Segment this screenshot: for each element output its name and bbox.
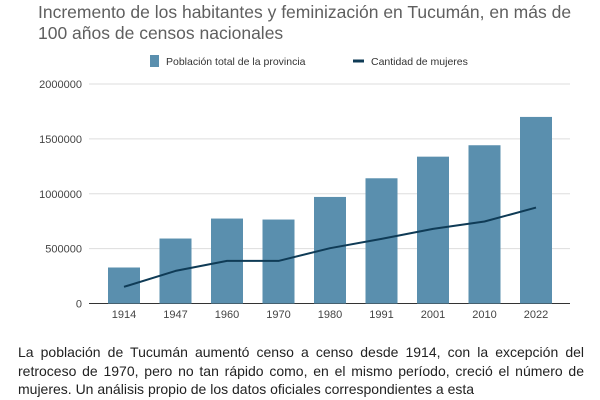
x-tick-label: 2001 bbox=[421, 309, 445, 321]
x-tick-label: 1947 bbox=[163, 309, 187, 321]
chart-title: Incremento de los habitantes y feminizac… bbox=[38, 2, 572, 43]
bar-2010 bbox=[468, 145, 501, 304]
legend-label-mujeres: Cantidad de mujeres bbox=[371, 56, 468, 68]
x-tick-label: 1960 bbox=[215, 309, 239, 321]
y-tick-label: 0 bbox=[76, 299, 82, 311]
y-tick-label: 500000 bbox=[45, 244, 82, 256]
article-paragraph: La población de Tucumán aumentó censo a … bbox=[18, 344, 584, 397]
x-tick-label: 2010 bbox=[472, 309, 496, 321]
y-tick-label: 1000000 bbox=[39, 189, 82, 201]
legend-swatch-line bbox=[353, 59, 364, 63]
x-tick-label: 1914 bbox=[112, 309, 136, 321]
y-tick-label: 2000000 bbox=[39, 79, 82, 91]
x-tick-label: 1970 bbox=[266, 309, 290, 321]
x-tick-label: 1991 bbox=[369, 309, 393, 321]
x-tick-label: 1980 bbox=[318, 309, 342, 321]
bar-1914 bbox=[108, 267, 140, 304]
legend-label-poblacion: Población total de la provincia bbox=[166, 56, 306, 68]
legend-swatch-bar bbox=[150, 55, 159, 67]
x-tick-label: 2022 bbox=[524, 309, 548, 321]
y-tick-label: 1500000 bbox=[39, 134, 82, 146]
